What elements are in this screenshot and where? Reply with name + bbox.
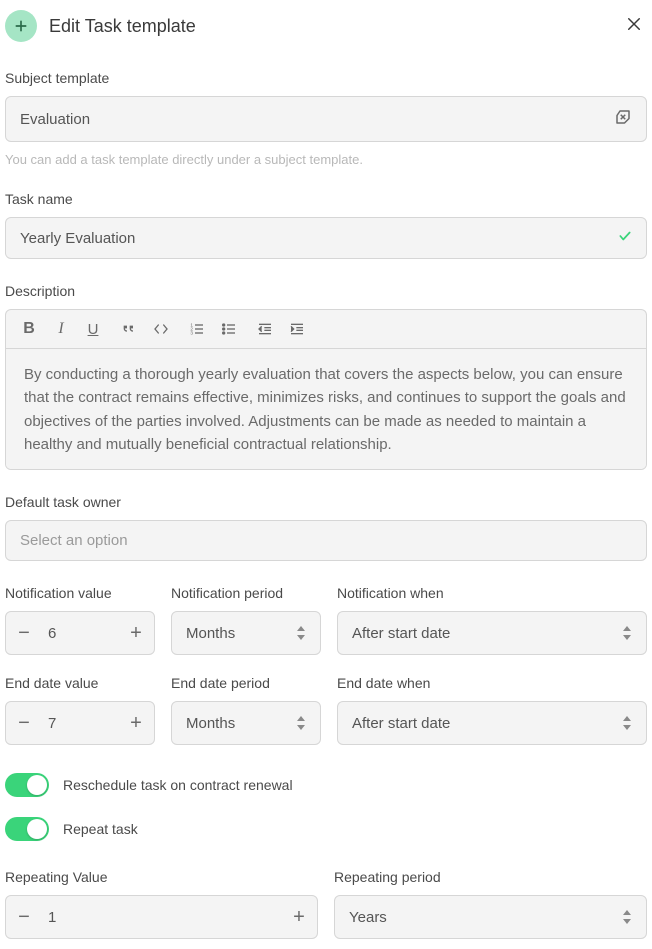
check-icon bbox=[618, 229, 632, 247]
repeat-label: Repeat task bbox=[63, 821, 138, 837]
subject-template-helper: You can add a task template directly und… bbox=[5, 152, 647, 167]
description-section: Description B I U 123 By conducting a th… bbox=[5, 283, 647, 470]
description-text: By conducting a thorough yearly evaluati… bbox=[24, 366, 626, 453]
repeating-value-stepper[interactable]: − 1 + bbox=[5, 895, 318, 939]
notification-when-value: After start date bbox=[352, 625, 450, 642]
notification-value-label: Notification value bbox=[5, 585, 155, 601]
task-name-input[interactable]: Yearly Evaluation bbox=[5, 217, 647, 259]
end-date-period-select[interactable]: Months bbox=[171, 701, 321, 745]
end-date-when-select[interactable]: After start date bbox=[337, 701, 647, 745]
repeating-value-label: Repeating Value bbox=[5, 869, 318, 885]
repeating-value-field: Repeating Value − 1 + bbox=[5, 869, 318, 939]
notification-period-field: Notification period Months bbox=[171, 585, 321, 655]
subject-template-value: Evaluation bbox=[20, 111, 90, 128]
dialog-title: Edit Task template bbox=[49, 16, 196, 37]
description-label: Description bbox=[5, 283, 647, 299]
sort-icon bbox=[296, 626, 306, 640]
description-editor[interactable]: By conducting a thorough yearly evaluati… bbox=[5, 348, 647, 470]
end-date-value: 7 bbox=[42, 715, 118, 732]
end-date-when-value: After start date bbox=[352, 715, 450, 732]
dialog-header: Edit Task template bbox=[5, 10, 647, 42]
notification-when-select[interactable]: After start date bbox=[337, 611, 647, 655]
notification-value: 6 bbox=[42, 625, 118, 642]
indent-icon[interactable] bbox=[288, 320, 306, 338]
outdent-icon[interactable] bbox=[256, 320, 274, 338]
unordered-list-icon[interactable] bbox=[220, 320, 238, 338]
repeating-row: Repeating Value − 1 + Repeating period Y… bbox=[5, 869, 647, 939]
quote-icon[interactable] bbox=[120, 320, 138, 338]
end-date-value-label: End date value bbox=[5, 675, 155, 691]
repeating-period-label: Repeating period bbox=[334, 869, 647, 885]
stepper-plus[interactable]: + bbox=[118, 612, 154, 654]
plus-icon bbox=[5, 10, 37, 42]
task-name-value: Yearly Evaluation bbox=[20, 230, 135, 247]
close-button[interactable] bbox=[621, 11, 647, 42]
task-name-label: Task name bbox=[5, 191, 647, 207]
reschedule-label: Reschedule task on contract renewal bbox=[63, 777, 293, 793]
repeating-period-value: Years bbox=[349, 909, 387, 926]
stepper-minus[interactable]: − bbox=[6, 896, 42, 938]
repeating-period-select[interactable]: Years bbox=[334, 895, 647, 939]
erase-icon[interactable] bbox=[614, 108, 632, 130]
subject-template-label: Subject template bbox=[5, 70, 647, 86]
end-date-when-field: End date when After start date bbox=[337, 675, 647, 745]
task-name-section: Task name Yearly Evaluation bbox=[5, 191, 647, 259]
default-owner-label: Default task owner bbox=[5, 494, 647, 510]
default-owner-section: Default task owner Select an option bbox=[5, 494, 647, 561]
repeat-toggle-row: Repeat task bbox=[5, 817, 647, 841]
italic-icon[interactable]: I bbox=[52, 320, 70, 338]
repeat-toggle[interactable] bbox=[5, 817, 49, 841]
default-owner-select[interactable]: Select an option bbox=[5, 520, 647, 561]
sort-icon bbox=[622, 716, 632, 730]
stepper-plus[interactable]: + bbox=[281, 896, 317, 938]
notification-when-field: Notification when After start date bbox=[337, 585, 647, 655]
notification-period-label: Notification period bbox=[171, 585, 321, 601]
repeating-value: 1 bbox=[42, 909, 281, 926]
sort-icon bbox=[622, 626, 632, 640]
stepper-minus[interactable]: − bbox=[6, 702, 42, 744]
code-icon[interactable] bbox=[152, 320, 170, 338]
subject-template-input[interactable]: Evaluation bbox=[5, 96, 647, 142]
svg-text:3: 3 bbox=[190, 330, 193, 335]
reschedule-toggle[interactable] bbox=[5, 773, 49, 797]
reschedule-toggle-row: Reschedule task on contract renewal bbox=[5, 773, 647, 797]
editor-toolbar: B I U 123 bbox=[5, 309, 647, 348]
notification-row: Notification value − 6 + Notification pe… bbox=[5, 585, 647, 655]
bold-icon[interactable]: B bbox=[20, 320, 38, 338]
subject-template-section: Subject template Evaluation You can add … bbox=[5, 70, 647, 167]
notification-value-stepper[interactable]: − 6 + bbox=[5, 611, 155, 655]
stepper-plus[interactable]: + bbox=[118, 702, 154, 744]
ordered-list-icon[interactable]: 123 bbox=[188, 320, 206, 338]
end-date-when-label: End date when bbox=[337, 675, 647, 691]
end-date-value-field: End date value − 7 + bbox=[5, 675, 155, 745]
end-date-period-label: End date period bbox=[171, 675, 321, 691]
notification-period-value: Months bbox=[186, 625, 235, 642]
sort-icon bbox=[296, 716, 306, 730]
end-date-row: End date value − 7 + End date period Mon… bbox=[5, 675, 647, 745]
notification-when-label: Notification when bbox=[337, 585, 647, 601]
stepper-minus[interactable]: − bbox=[6, 612, 42, 654]
notification-value-field: Notification value − 6 + bbox=[5, 585, 155, 655]
default-owner-placeholder: Select an option bbox=[20, 532, 128, 549]
header-left: Edit Task template bbox=[5, 10, 196, 42]
end-date-period-field: End date period Months bbox=[171, 675, 321, 745]
end-date-value-stepper[interactable]: − 7 + bbox=[5, 701, 155, 745]
notification-period-select[interactable]: Months bbox=[171, 611, 321, 655]
sort-icon bbox=[622, 910, 632, 924]
underline-icon[interactable]: U bbox=[84, 320, 102, 338]
repeating-period-field: Repeating period Years bbox=[334, 869, 647, 939]
end-date-period-value: Months bbox=[186, 715, 235, 732]
